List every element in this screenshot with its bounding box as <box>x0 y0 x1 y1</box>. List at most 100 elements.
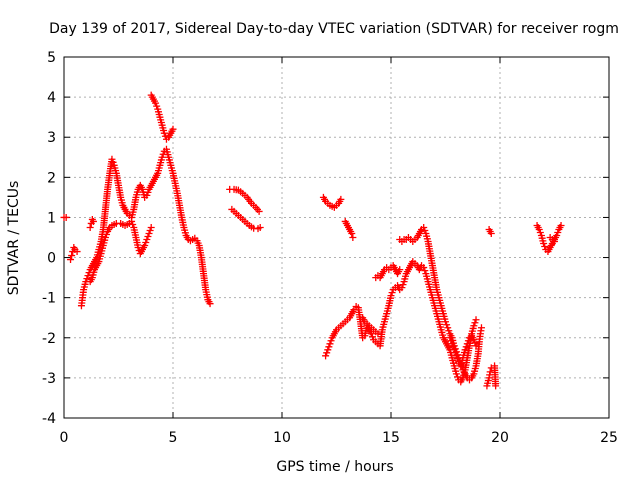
data-point <box>255 207 263 215</box>
y-tick-labels: -4 -3 -2 -1 0 1 2 3 4 5 <box>42 50 56 427</box>
x-tick-label: 15 <box>382 430 400 446</box>
data-point <box>325 343 333 351</box>
x-axis-label: GPS time / hours <box>276 459 393 475</box>
data-point <box>323 349 331 357</box>
plot-area-frame <box>63 56 610 419</box>
data-point <box>398 284 406 292</box>
data-point <box>452 370 460 378</box>
data-point <box>535 225 543 233</box>
y-tick-label: -1 <box>42 291 56 307</box>
data-point <box>443 321 451 329</box>
data-point <box>146 226 154 234</box>
data-point <box>557 221 565 229</box>
y-tick-label: 1 <box>47 210 56 226</box>
x-tick-label: 25 <box>600 430 618 446</box>
data-point <box>472 316 480 324</box>
data-point <box>446 334 454 342</box>
data-point <box>169 125 177 133</box>
data-point <box>367 330 375 338</box>
data-point <box>450 346 458 354</box>
data-point <box>448 340 456 348</box>
data-point <box>326 340 334 348</box>
data-point <box>445 327 453 335</box>
data-point <box>142 239 150 247</box>
data-point <box>461 346 469 354</box>
data-point <box>368 333 376 341</box>
data-point <box>129 220 137 228</box>
data-point <box>472 342 480 350</box>
data-point <box>420 223 428 231</box>
data-point <box>62 213 70 221</box>
data-points <box>60 91 565 390</box>
data-point <box>348 229 356 237</box>
chart-title: Day 139 of 2017, Sidereal Day-to-day VTE… <box>49 21 619 37</box>
data-point <box>471 339 479 347</box>
data-point <box>374 330 382 338</box>
data-point <box>108 155 116 163</box>
data-point <box>470 336 478 344</box>
y-tick-label: 0 <box>47 251 56 267</box>
data-point <box>421 267 429 275</box>
data-point <box>453 373 461 381</box>
data-point <box>152 99 160 107</box>
data-point <box>396 266 404 274</box>
data-point <box>536 228 544 236</box>
data-point <box>153 102 161 110</box>
data-point <box>67 256 75 264</box>
data-point <box>399 281 407 289</box>
x-tick-label: 20 <box>491 430 509 446</box>
data-point <box>464 337 472 345</box>
data-point <box>161 132 169 140</box>
data-point <box>143 191 151 199</box>
data-point <box>101 234 109 241</box>
data-point <box>451 349 459 357</box>
data-point <box>444 324 452 332</box>
data-point <box>144 188 152 196</box>
y-tick-label: -4 <box>42 411 56 427</box>
data-point <box>141 242 149 250</box>
grid-lines <box>64 57 609 418</box>
data-point <box>147 223 155 231</box>
data-point <box>103 230 111 238</box>
data-point <box>145 229 153 237</box>
data-point <box>89 217 97 225</box>
data-point <box>442 318 449 326</box>
data-point <box>492 382 500 390</box>
data-point <box>256 223 264 231</box>
x-tick-label: 5 <box>169 430 178 446</box>
data-point <box>73 248 81 256</box>
data-point <box>449 343 457 351</box>
data-point <box>387 292 395 300</box>
data-point <box>470 322 478 330</box>
data-point <box>388 289 396 297</box>
data-point <box>206 300 214 308</box>
x-tick-label: 0 <box>60 430 69 446</box>
data-point <box>327 337 335 345</box>
data-point <box>349 234 357 241</box>
data-point <box>324 346 332 354</box>
y-tick-label: 4 <box>47 90 56 106</box>
data-point <box>553 231 561 239</box>
data-point <box>337 195 345 203</box>
data-point <box>83 275 91 283</box>
axis-ticks <box>63 56 610 419</box>
y-tick-label: -3 <box>42 371 56 387</box>
data-point <box>471 319 479 327</box>
data-point <box>447 337 455 345</box>
data-point <box>84 272 92 280</box>
data-point <box>109 158 117 166</box>
y-tick-label: 2 <box>47 170 56 186</box>
x-tick-labels: 0 5 10 15 20 25 <box>60 430 618 446</box>
data-point <box>143 236 151 244</box>
data-point <box>463 340 471 348</box>
data-point <box>487 229 495 237</box>
data-point <box>158 153 166 161</box>
x-tick-label: 10 <box>273 430 291 446</box>
data-point <box>421 226 429 234</box>
y-tick-label: -2 <box>42 331 56 347</box>
data-point <box>554 228 562 236</box>
data-point <box>420 264 428 272</box>
data-point <box>144 232 152 240</box>
data-point <box>452 352 460 360</box>
